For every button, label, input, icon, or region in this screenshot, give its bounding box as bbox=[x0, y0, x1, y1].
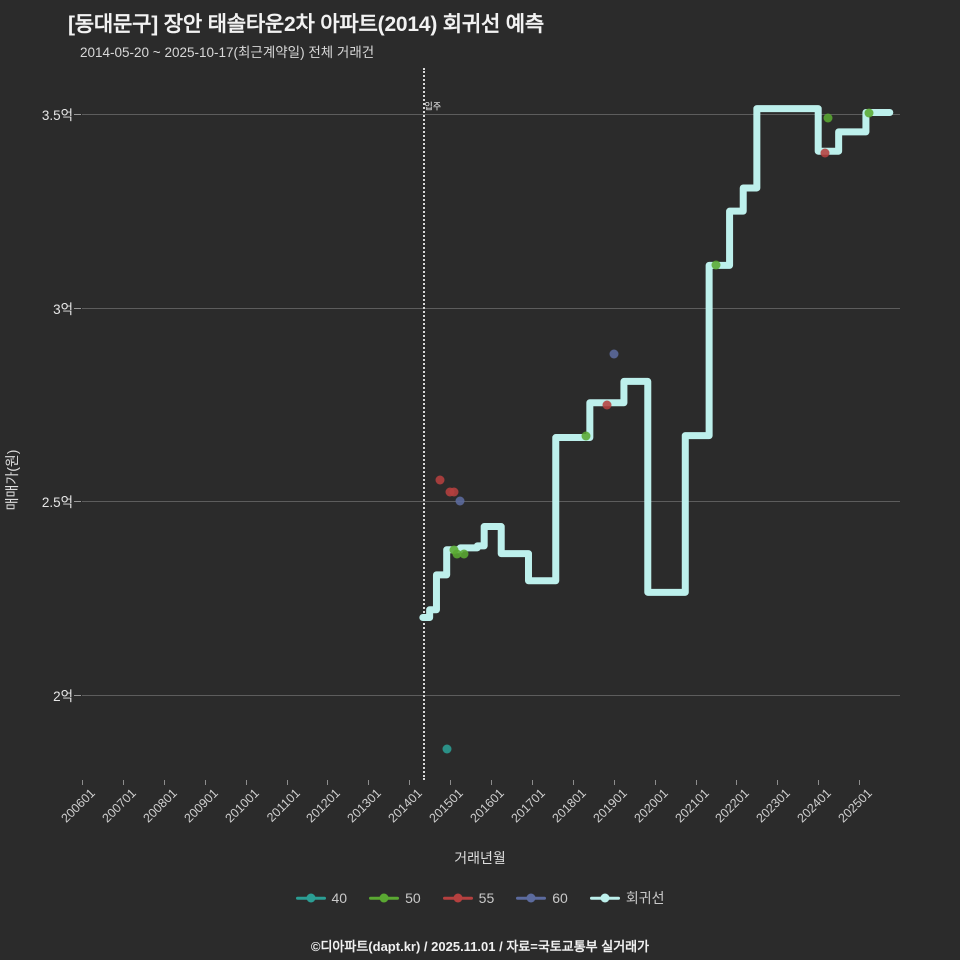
legend-label: 55 bbox=[478, 890, 495, 906]
x-tick-mark bbox=[654, 780, 656, 785]
legend-swatch-icon bbox=[369, 893, 400, 903]
x-tick-mark bbox=[122, 780, 124, 785]
legend-item-회귀선[interactable]: 회귀선 bbox=[589, 888, 665, 908]
gridline bbox=[82, 307, 900, 309]
x-axis-label: 거래년월 bbox=[454, 850, 506, 866]
chart-legend: 40 50 55 60 회귀선 bbox=[0, 888, 960, 908]
x-tick-label: 202501 bbox=[835, 786, 875, 826]
gridline bbox=[82, 501, 900, 503]
y-tick-mark bbox=[74, 114, 81, 116]
y-tick-label: 2억 bbox=[53, 688, 73, 704]
x-tick-mark bbox=[286, 780, 288, 785]
vline bbox=[422, 68, 425, 780]
gridline bbox=[82, 694, 900, 696]
x-tick-label: 201601 bbox=[467, 786, 507, 826]
x-tick-mark bbox=[204, 780, 206, 785]
legend-swatch-icon bbox=[442, 893, 473, 903]
x-tick-mark bbox=[82, 780, 83, 785]
x-tick-label: 202101 bbox=[672, 786, 712, 826]
legend-label: 50 bbox=[405, 890, 421, 906]
x-tick-mark bbox=[409, 780, 411, 785]
regression-line bbox=[419, 105, 894, 621]
data-point-60 bbox=[455, 496, 465, 506]
data-point-50 bbox=[581, 431, 591, 441]
legend-label: 60 bbox=[552, 890, 568, 906]
x-tick-mark bbox=[818, 780, 820, 785]
chart-subtitle: 2014-05-20 ~ 2025-10-17(최근계약일) 전체 거래건 bbox=[80, 45, 375, 60]
data-point-50 bbox=[459, 549, 469, 559]
chart-title: [동대문구] 장안 태솔타운2차 아파트(2014) 회귀선 예측 bbox=[68, 13, 545, 36]
y-axis-label: 매매가(원) bbox=[4, 449, 20, 511]
x-tick-label: 201001 bbox=[222, 786, 262, 826]
data-point-55 bbox=[449, 487, 458, 497]
y-tick-label: 2.5억 bbox=[41, 495, 73, 511]
x-tick-label: 201701 bbox=[508, 786, 548, 826]
y-tick-label: 3억 bbox=[53, 301, 73, 317]
x-tick-label: 201901 bbox=[590, 786, 630, 826]
x-tick-label: 202001 bbox=[631, 786, 671, 826]
data-point-55 bbox=[602, 400, 612, 410]
x-tick-label: 200601 bbox=[58, 786, 98, 826]
x-tick-mark bbox=[245, 780, 247, 785]
data-point-50 bbox=[823, 113, 833, 123]
regression-path bbox=[419, 105, 894, 621]
x-tick-mark bbox=[695, 780, 697, 785]
x-tick-label: 201101 bbox=[263, 786, 303, 825]
legend-swatch-icon bbox=[589, 893, 620, 903]
x-tick-mark bbox=[491, 780, 492, 785]
x-tick-mark bbox=[859, 780, 861, 785]
x-tick-mark bbox=[450, 780, 452, 785]
x-tick-label: 200801 bbox=[140, 786, 180, 826]
gridline bbox=[82, 114, 900, 116]
y-tick-label: 3.5억 bbox=[41, 108, 73, 124]
legend-item-60[interactable]: 60 bbox=[516, 890, 568, 906]
data-point-60 bbox=[609, 349, 619, 359]
x-tick-label: 201401 bbox=[385, 786, 426, 826]
plot-area: 2억 2.5억 3억 3.5억 200601 200701 200801 200901 201… bbox=[42, 68, 900, 825]
data-point-40 bbox=[442, 744, 452, 754]
data-point-50 bbox=[711, 260, 721, 270]
legend-item-50[interactable]: 50 bbox=[369, 890, 421, 906]
y-tick-mark bbox=[74, 694, 81, 696]
x-tick-label: 201801 bbox=[549, 786, 589, 826]
x-tick-label: 201301 bbox=[344, 786, 385, 826]
y-tick-mark bbox=[74, 501, 81, 503]
vline-label: 입주 bbox=[424, 101, 442, 112]
footer-credit: ©디아파트(dapt.kr) / 2025.11.01 / 자료=국토교통부 실… bbox=[310, 939, 650, 954]
x-tick-mark bbox=[736, 780, 738, 785]
x-tick-label: 202201 bbox=[712, 786, 753, 826]
data-point-55 bbox=[820, 148, 830, 158]
x-tick-label: 201201 bbox=[303, 786, 344, 826]
legend-item-55[interactable]: 55 bbox=[442, 890, 495, 906]
data-point-50 bbox=[864, 108, 874, 117]
x-tick-label: 202401 bbox=[794, 786, 835, 826]
x-tick-mark bbox=[572, 780, 574, 785]
x-tick-mark bbox=[613, 780, 615, 785]
x-tick-mark bbox=[163, 780, 165, 785]
legend-item-40[interactable]: 40 bbox=[295, 890, 348, 906]
x-tick-mark bbox=[777, 780, 779, 785]
legend-swatch-icon bbox=[516, 893, 547, 903]
legend-label: 회귀선 bbox=[625, 890, 665, 906]
data-point-55 bbox=[435, 475, 445, 485]
x-tick-label: 201501 bbox=[426, 786, 466, 826]
y-tick-mark bbox=[74, 307, 81, 309]
data-point-50 bbox=[452, 549, 462, 559]
x-tick-label: 202301 bbox=[753, 786, 794, 826]
x-tick-label: 200701 bbox=[99, 786, 139, 826]
x-tick-mark bbox=[531, 780, 533, 785]
x-tick-mark bbox=[327, 780, 329, 785]
x-tick-label: 200901 bbox=[181, 786, 221, 826]
x-tick-mark bbox=[368, 780, 370, 785]
legend-swatch-icon bbox=[295, 893, 326, 903]
legend-label: 40 bbox=[331, 890, 348, 906]
